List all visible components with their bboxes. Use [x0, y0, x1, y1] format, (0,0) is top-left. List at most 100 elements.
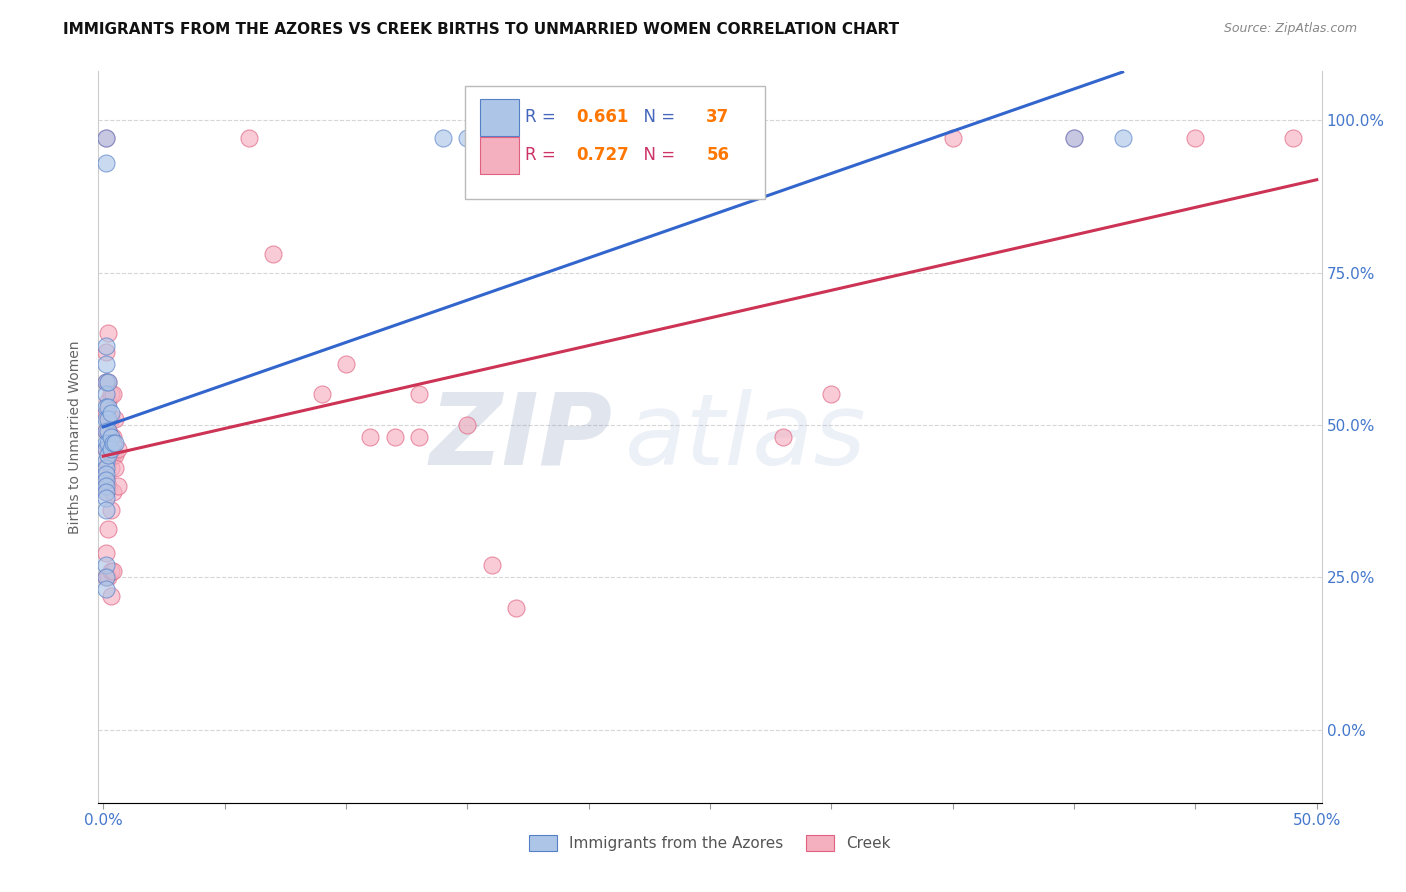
Point: [97, 424, 120, 438]
Text: N =: N =: [633, 146, 681, 164]
Point: [97, 436, 120, 450]
Point: [100, 589, 122, 603]
Point: [238, 131, 260, 145]
Text: 37: 37: [706, 109, 730, 127]
Point: [94, 344, 117, 359]
Point: [94, 460, 117, 475]
Point: [94, 131, 117, 145]
Point: [104, 460, 127, 475]
Point: [97, 454, 120, 468]
Point: [100, 412, 122, 426]
Point: [94, 485, 117, 500]
Text: 56: 56: [706, 146, 730, 164]
Point: [94, 155, 117, 169]
Point: [94, 442, 117, 457]
Point: [1111, 131, 1133, 145]
Y-axis label: Births to Unmarried Women: Births to Unmarried Women: [69, 341, 83, 533]
Point: [97, 412, 120, 426]
Point: [359, 430, 381, 444]
Point: [94, 473, 117, 487]
Point: [97, 570, 120, 584]
Point: [101, 436, 124, 450]
Point: [432, 131, 454, 145]
Point: [101, 485, 124, 500]
Point: [772, 430, 794, 444]
Legend: Immigrants from the Azores, Creek: Immigrants from the Azores, Creek: [523, 830, 897, 857]
Point: [94, 387, 117, 401]
Point: [94, 546, 117, 560]
Point: [94, 406, 117, 420]
Point: [408, 387, 430, 401]
Point: [94, 131, 117, 145]
Point: [97, 400, 120, 414]
Point: [94, 491, 117, 505]
Point: [456, 417, 478, 432]
Point: [1281, 131, 1303, 145]
Point: [97, 479, 120, 493]
Point: [1063, 131, 1085, 145]
Text: atlas: atlas: [624, 389, 866, 485]
Point: [100, 448, 122, 462]
Point: [94, 400, 117, 414]
Text: R =: R =: [526, 146, 561, 164]
Point: [100, 387, 122, 401]
Point: [262, 247, 284, 261]
Point: [456, 131, 478, 145]
Point: [94, 460, 117, 475]
Point: [94, 479, 117, 493]
Point: [94, 424, 117, 438]
Point: [100, 430, 122, 444]
Point: [97, 376, 120, 390]
Text: 0.661: 0.661: [576, 109, 628, 127]
Point: [408, 430, 430, 444]
Point: [94, 503, 117, 517]
Point: [505, 600, 527, 615]
FancyBboxPatch shape: [479, 99, 519, 136]
Point: [94, 442, 117, 457]
Point: [100, 564, 122, 578]
Point: [101, 448, 124, 462]
Point: [100, 442, 122, 457]
Point: [101, 387, 124, 401]
Point: [100, 460, 122, 475]
Point: [104, 436, 127, 450]
Point: [97, 412, 120, 426]
Point: [94, 582, 117, 597]
Point: [97, 442, 120, 457]
Point: [97, 393, 120, 408]
Point: [942, 131, 965, 145]
Point: [94, 424, 117, 438]
Point: [94, 570, 117, 584]
Point: [94, 485, 117, 500]
Point: [97, 326, 120, 341]
FancyBboxPatch shape: [465, 86, 765, 200]
FancyBboxPatch shape: [479, 137, 519, 174]
Point: [335, 357, 357, 371]
Point: [101, 564, 124, 578]
Point: [101, 430, 124, 444]
Point: [104, 448, 127, 462]
Point: [311, 387, 333, 401]
Text: IMMIGRANTS FROM THE AZORES VS CREEK BIRTHS TO UNMARRIED WOMEN CORRELATION CHART: IMMIGRANTS FROM THE AZORES VS CREEK BIRT…: [63, 22, 900, 37]
Point: [100, 430, 122, 444]
Point: [100, 503, 122, 517]
Point: [94, 558, 117, 573]
Point: [94, 454, 117, 468]
Point: [107, 442, 129, 457]
Point: [481, 558, 503, 573]
Point: [384, 430, 406, 444]
Text: R =: R =: [526, 109, 561, 127]
Point: [94, 376, 117, 390]
Point: [94, 436, 117, 450]
Point: [94, 467, 117, 481]
Point: [94, 570, 117, 584]
Point: [1184, 131, 1206, 145]
Point: [94, 412, 117, 426]
Point: [97, 376, 120, 390]
Text: Source: ZipAtlas.com: Source: ZipAtlas.com: [1223, 22, 1357, 36]
Point: [107, 479, 129, 493]
Point: [1063, 131, 1085, 145]
Text: ZIP: ZIP: [429, 389, 612, 485]
Point: [104, 412, 127, 426]
Point: [94, 473, 117, 487]
